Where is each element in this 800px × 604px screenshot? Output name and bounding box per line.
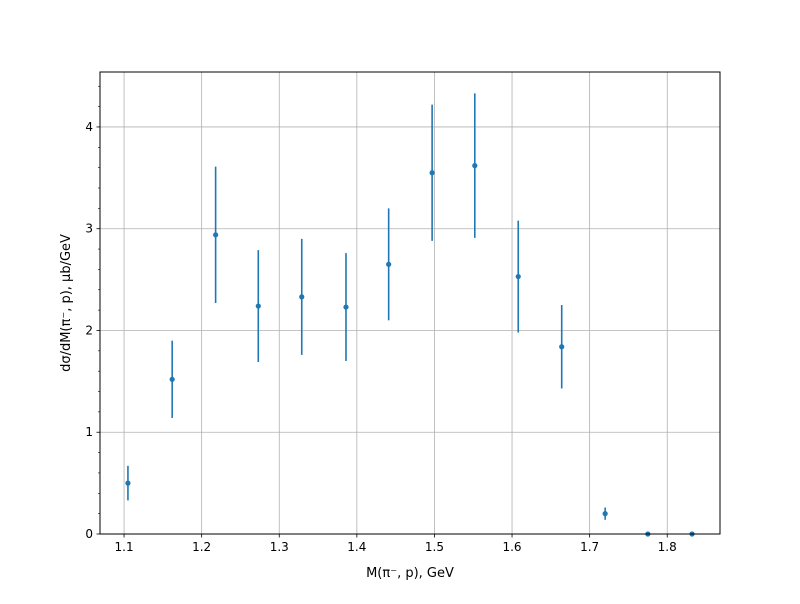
y-tick-label: 1	[85, 425, 93, 439]
plot-frame	[99, 71, 721, 535]
data-point	[559, 344, 565, 350]
data-point	[429, 170, 435, 176]
x-tick-label: 1.5	[425, 540, 444, 554]
data-point	[515, 273, 521, 280]
ticks: 1.1 1.2 1.3 1.4 1.5 1.6 1.7 1.8 0 1 2 3 4	[85, 85, 677, 554]
x-tick-label: 1.3	[270, 540, 289, 554]
data-point	[386, 261, 392, 267]
x-axis-label: M(π⁻, p), GeV	[366, 566, 454, 581]
data-series	[125, 93, 695, 537]
x-tick-label: 1.8	[658, 540, 677, 554]
x-tick-label: 1.4	[347, 540, 366, 554]
data-point	[299, 294, 305, 300]
data-point	[213, 232, 219, 238]
data-point	[602, 511, 608, 517]
grid	[100, 72, 720, 535]
y-tick-label: 0	[85, 527, 93, 541]
x-tick-label: 1.2	[192, 540, 211, 554]
x-tick-label: 1.1	[115, 540, 134, 554]
data-point	[472, 163, 478, 169]
data-point	[169, 376, 175, 382]
data-point	[343, 304, 349, 310]
data-point	[255, 303, 261, 309]
y-tick-label: 2	[85, 323, 93, 337]
y-tick-label: 3	[85, 222, 93, 236]
y-axis-label: dσ/dM(π⁻, p), μb/GeV	[59, 234, 74, 372]
data-point	[125, 480, 131, 486]
x-tick-label: 1.6	[502, 540, 521, 554]
y-tick-label: 4	[85, 120, 93, 134]
x-tick-label: 1.7	[580, 540, 599, 554]
